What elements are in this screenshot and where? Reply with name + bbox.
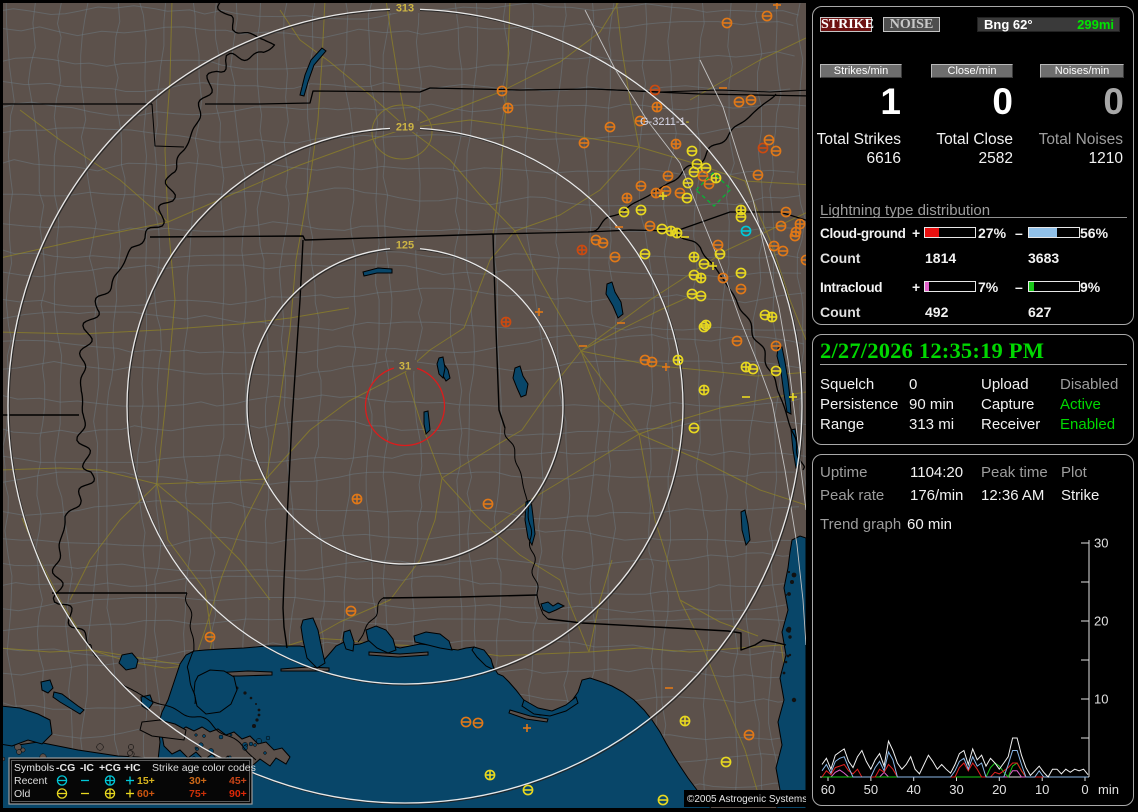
svg-text:-IC: -IC xyxy=(80,762,94,774)
svg-text:Symbols: Symbols xyxy=(14,762,54,774)
svg-text:90+: 90+ xyxy=(229,788,247,800)
svg-text:20: 20 xyxy=(992,782,1006,797)
svg-text:Strike age color codes: Strike age color codes xyxy=(152,762,256,774)
svg-text:20: 20 xyxy=(1094,614,1108,629)
svg-text:30: 30 xyxy=(949,782,963,797)
svg-text:313: 313 xyxy=(396,3,414,15)
svg-text:31: 31 xyxy=(399,361,411,373)
svg-text:15+: 15+ xyxy=(137,775,155,787)
svg-text:Old: Old xyxy=(14,788,31,800)
svg-text:60: 60 xyxy=(821,782,835,797)
svg-text:Recent: Recent xyxy=(14,775,47,787)
svg-text:30+: 30+ xyxy=(189,775,207,787)
svg-text:50: 50 xyxy=(864,782,878,797)
svg-text:219: 219 xyxy=(396,122,414,134)
svg-text:75+: 75+ xyxy=(189,788,207,800)
svg-text:125: 125 xyxy=(396,240,414,252)
svg-text:+IC: +IC xyxy=(124,762,141,774)
svg-text:10: 10 xyxy=(1094,692,1108,707)
svg-text:min: min xyxy=(1098,782,1119,797)
svg-text:©2005 Astrogenic Systems: ©2005 Astrogenic Systems xyxy=(687,794,807,805)
svg-text:+CG: +CG xyxy=(99,762,121,774)
svg-text:G-3211-1-: G-3211-1- xyxy=(640,116,690,128)
svg-text:0: 0 xyxy=(1081,782,1088,797)
svg-text:40: 40 xyxy=(906,782,920,797)
svg-text:-CG: -CG xyxy=(56,762,75,774)
svg-text:10: 10 xyxy=(1035,782,1049,797)
svg-text:30: 30 xyxy=(1094,536,1108,551)
svg-text:45+: 45+ xyxy=(229,775,247,787)
svg-text:60+: 60+ xyxy=(137,788,155,800)
